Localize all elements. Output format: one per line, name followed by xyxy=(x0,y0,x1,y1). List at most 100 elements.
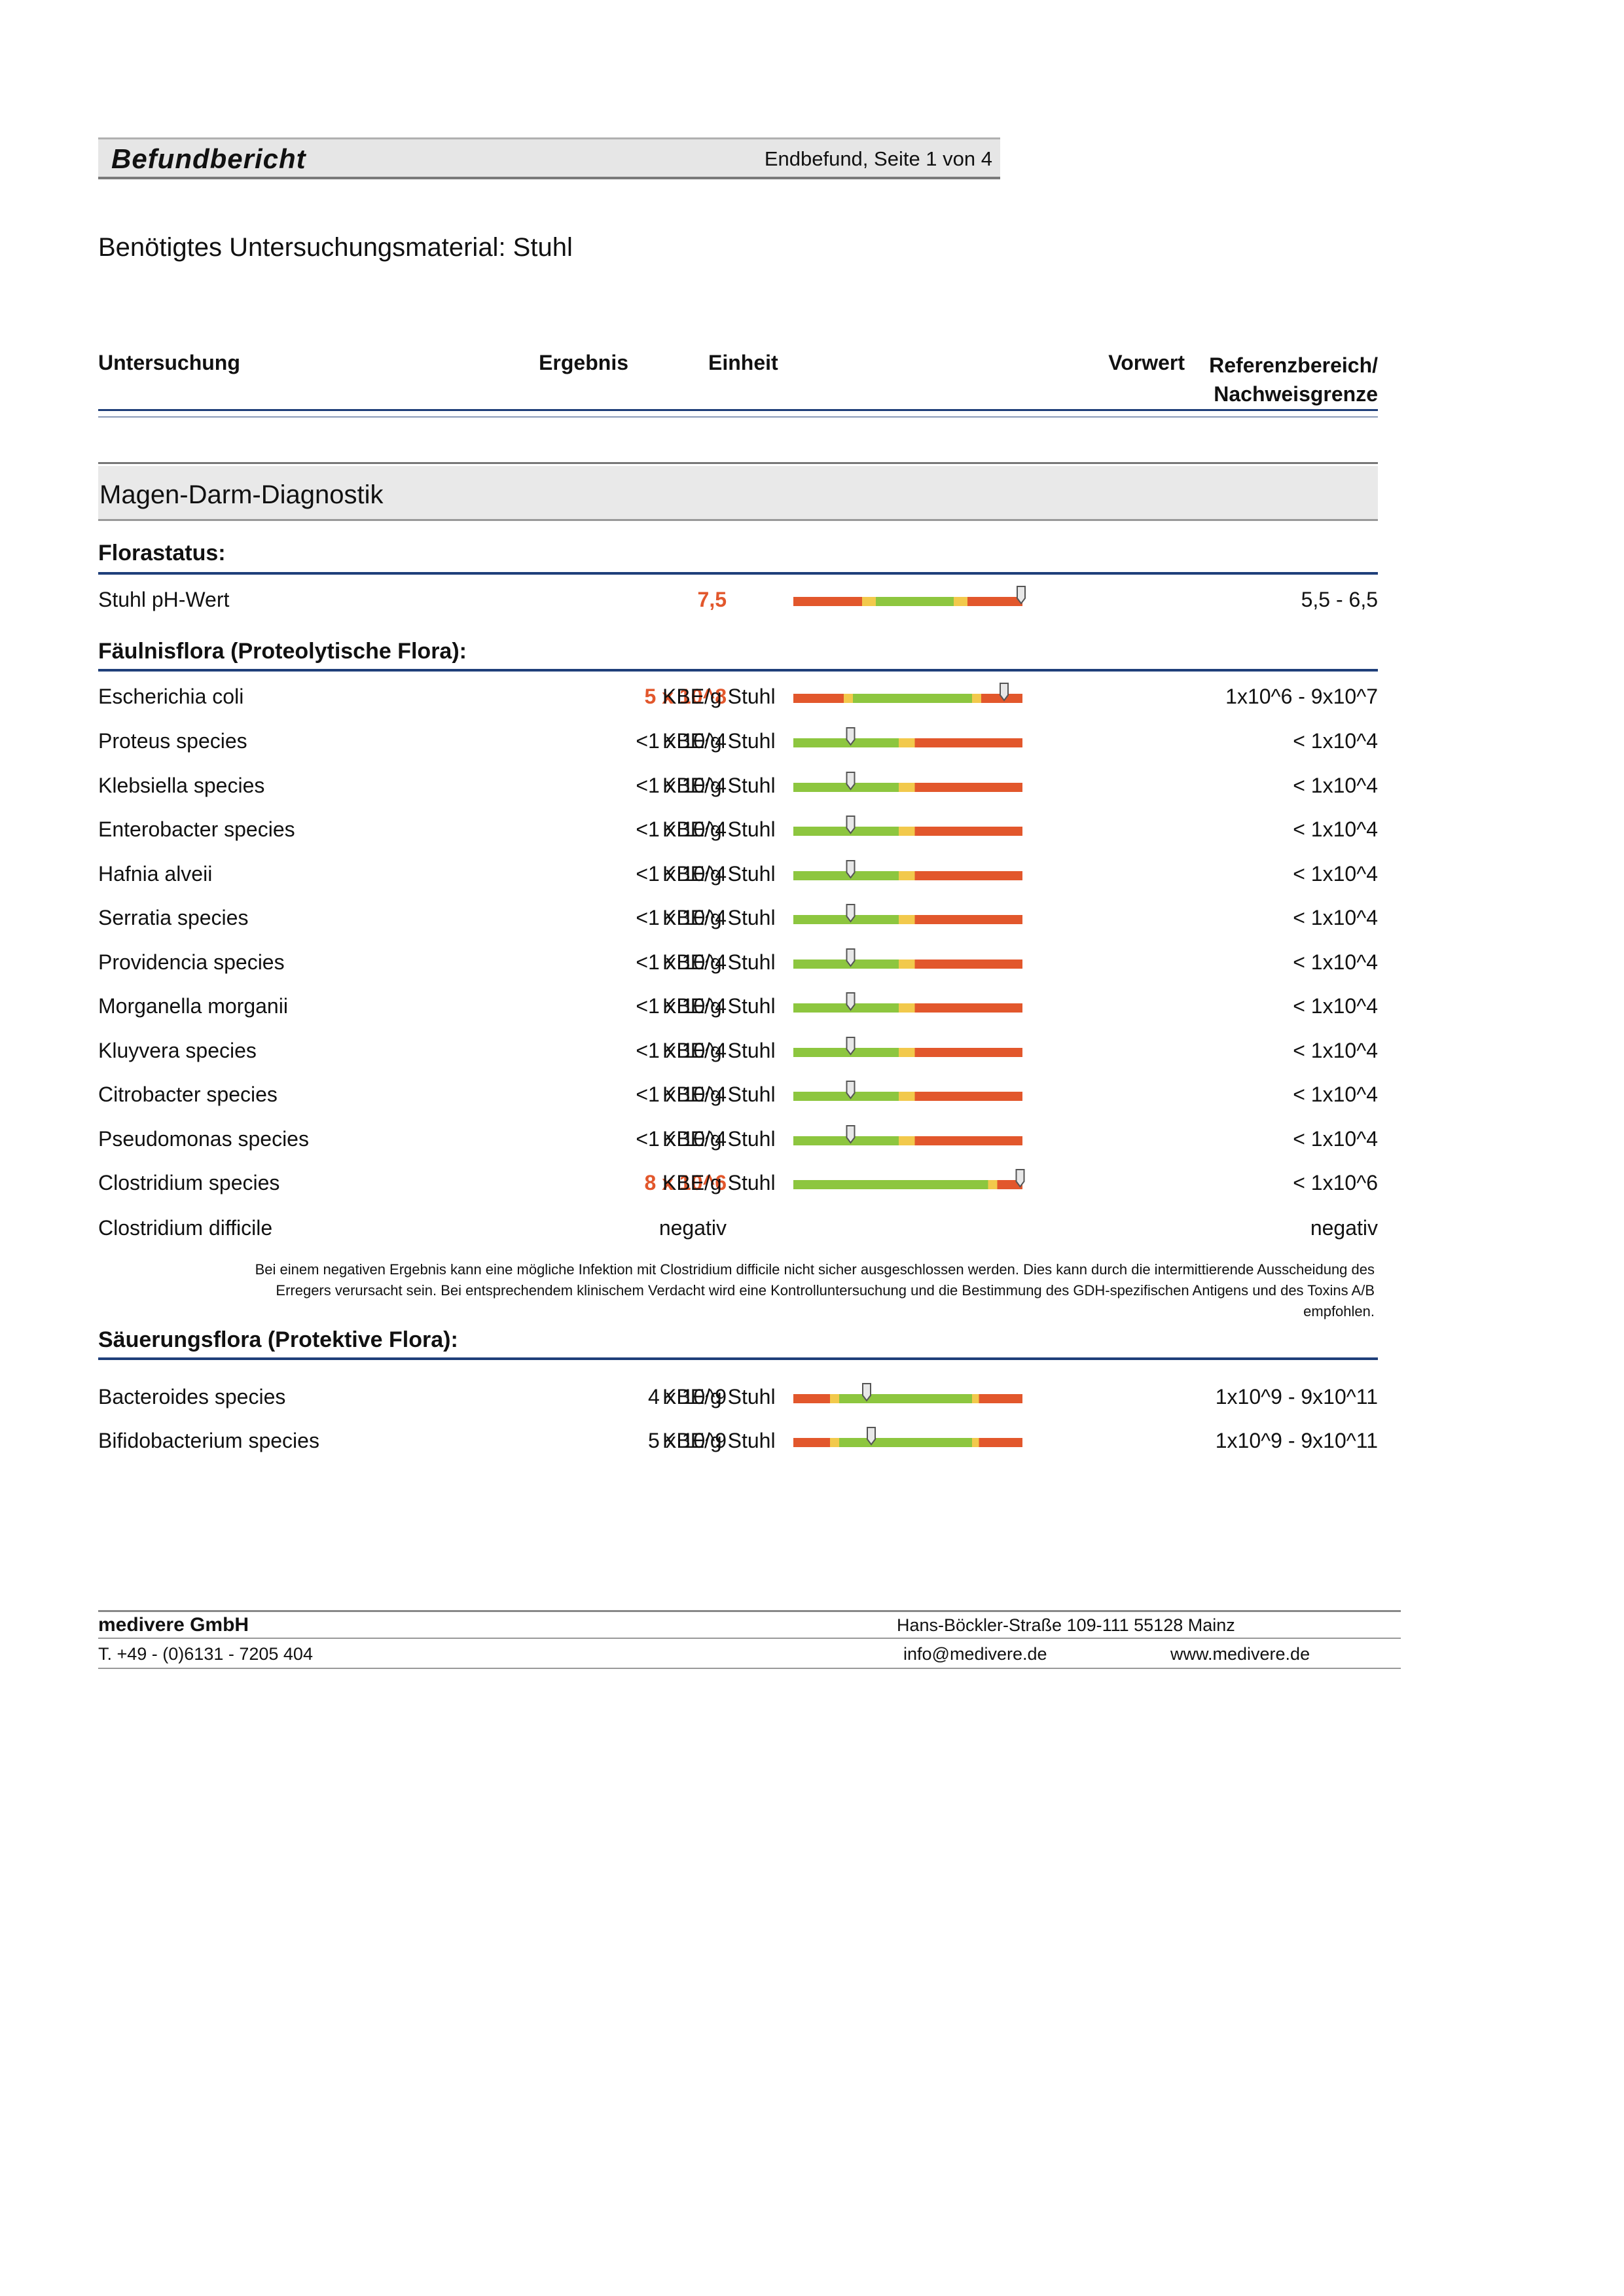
range-bar-segment xyxy=(914,1003,1022,1013)
clostridium-note: Bei einem negativen Ergebnis kann eine m… xyxy=(111,1259,1375,1322)
range-bar-segment xyxy=(793,1003,899,1013)
reference-range: < 1x10^4 xyxy=(1293,862,1378,886)
range-bar-segment xyxy=(862,597,876,606)
test-name: Proteus species xyxy=(98,729,247,753)
unit-label: KBE/g Stuhl xyxy=(662,1385,776,1408)
unit-label: KBE/g Stuhl xyxy=(662,729,776,753)
footer-email-link[interactable]: info@medivere.de xyxy=(903,1644,1047,1664)
range-bar-segment xyxy=(972,1394,979,1403)
table-row: Stuhl pH-Wert 7,5 5,5 - 6,5 xyxy=(98,584,1378,617)
report-title: Befundbericht xyxy=(111,143,306,174)
reference-range: 5,5 - 6,5 xyxy=(1301,588,1378,611)
test-name: Serratia species xyxy=(98,906,249,929)
column-header-result: Ergebnis xyxy=(539,351,628,374)
range-bar-segment xyxy=(899,915,915,924)
range-bar-segment xyxy=(899,738,915,747)
result-value: <1 x 10^4 xyxy=(636,862,727,886)
unit-label: KBE/g Stuhl xyxy=(662,817,776,841)
range-bar-segment xyxy=(793,1438,830,1447)
range-bar-segment xyxy=(972,694,981,703)
reference-header-line-1: Referenzbereich/ xyxy=(1209,353,1378,377)
reference-range: < 1x10^4 xyxy=(1293,906,1378,929)
range-bar-segment xyxy=(844,694,853,703)
result-value: <1 x 10^4 xyxy=(636,994,727,1018)
value-marker xyxy=(867,1427,876,1446)
test-name: Citrobacter species xyxy=(98,1083,278,1106)
reference-range: < 1x10^4 xyxy=(1293,1127,1378,1151)
result-value: <1 x 10^4 xyxy=(636,906,727,929)
note-line: Erregers verursacht sein. Bei entspreche… xyxy=(276,1282,1375,1299)
range-bar xyxy=(793,772,1022,792)
result-value: <1 x 10^4 xyxy=(636,1039,727,1062)
reference-range: < 1x10^4 xyxy=(1293,950,1378,974)
test-name: Hafnia alveii xyxy=(98,862,213,886)
value-marker xyxy=(846,948,856,967)
range-bar xyxy=(793,1169,1025,1189)
unit-label: KBE/g Stuhl xyxy=(662,1039,776,1062)
result-value: 5 x 10^8 xyxy=(644,685,727,708)
group-divider xyxy=(98,1357,1378,1360)
range-bar-segment xyxy=(914,915,1022,924)
column-header-previous: Vorwert xyxy=(1108,351,1185,374)
test-name: Clostridium species xyxy=(98,1171,280,1194)
footer-company: medivere GmbH xyxy=(98,1614,249,1636)
range-bar-segment xyxy=(793,783,899,792)
column-header-reference: Referenzbereich/ Nachweisgrenze xyxy=(1178,351,1378,408)
range-bar-segment xyxy=(914,1092,1022,1101)
range-bar xyxy=(793,860,1022,880)
value-marker xyxy=(846,1081,856,1100)
result-value: 8 x 10^6 xyxy=(644,1171,727,1194)
table-row: Morganella morganii <1 x 10^4 KBE/g Stuhl <… xyxy=(98,990,1378,1023)
range-bar-segment xyxy=(793,871,899,880)
result-value: <1 x 10^4 xyxy=(636,774,727,797)
value-marker xyxy=(846,904,856,923)
range-bar-segment xyxy=(793,1136,899,1145)
range-bar-segment xyxy=(972,1438,979,1447)
table-row: Pseudomonas species <1 x 10^4 KBE/g Stuhl <… xyxy=(98,1123,1378,1156)
unit-label: KBE/g Stuhl xyxy=(662,685,776,708)
range-bar-segment xyxy=(793,1394,830,1403)
reference-range: < 1x10^4 xyxy=(1293,1039,1378,1062)
range-bar-segment xyxy=(853,694,972,703)
range-bar-segment xyxy=(899,871,915,880)
value-marker xyxy=(1015,1169,1025,1188)
value-marker xyxy=(846,992,856,1011)
table-row: Kluyvera species <1 x 10^4 KBE/g Stuhl < 1x… xyxy=(98,1035,1378,1067)
range-bar-segment xyxy=(793,1048,899,1057)
unit-label: KBE/g Stuhl xyxy=(662,1171,776,1194)
range-bar xyxy=(793,948,1022,969)
range-bar-segment xyxy=(899,1092,915,1101)
value-marker xyxy=(846,1125,856,1144)
range-bar xyxy=(793,992,1022,1013)
unit-label: KBE/g Stuhl xyxy=(662,994,776,1018)
range-bar-segment xyxy=(914,738,1022,747)
footer-website-link[interactable]: www.medivere.de xyxy=(1170,1644,1310,1664)
column-header-test: Untersuchung xyxy=(98,351,240,374)
range-bar xyxy=(793,1383,1022,1403)
range-bar xyxy=(793,904,1022,924)
range-bar-segment xyxy=(967,597,1022,606)
range-bar-segment xyxy=(839,1394,972,1403)
unit-label: KBE/g Stuhl xyxy=(662,862,776,886)
range-bar-segment xyxy=(899,960,915,969)
result-value: <1 x 10^4 xyxy=(636,817,727,841)
table-row: Proteus species <1 x 10^4 KBE/g Stuhl < 1x1… xyxy=(98,725,1378,758)
test-name: Klebsiella species xyxy=(98,774,265,797)
reference-range: < 1x10^4 xyxy=(1293,1083,1378,1106)
range-bar-segment xyxy=(793,738,899,747)
reference-range: < 1x10^4 xyxy=(1293,774,1378,797)
material-line: Benötigtes Untersuchungsmaterial: Stuhl xyxy=(98,233,573,262)
test-name: Pseudomonas species xyxy=(98,1127,309,1151)
range-bar xyxy=(793,1125,1022,1145)
range-bar-segment xyxy=(793,1092,899,1101)
range-bar-segment xyxy=(988,1180,998,1189)
result-value: <1 x 10^4 xyxy=(636,950,727,974)
footer-divider xyxy=(98,1638,1401,1639)
range-bar xyxy=(793,1427,1022,1447)
table-row: Hafnia alveii <1 x 10^4 KBE/g Stuhl < 1x10^… xyxy=(98,858,1378,891)
report-header: Befundbericht Endbefund, Seite 1 von 4 xyxy=(98,137,1000,179)
value-marker xyxy=(846,727,856,746)
range-bar-segment xyxy=(899,783,915,792)
table-row: Bifidobacterium species 5 x 10^9 KBE/g Stu… xyxy=(98,1425,1378,1458)
result-value: <1 x 10^4 xyxy=(636,1127,727,1151)
